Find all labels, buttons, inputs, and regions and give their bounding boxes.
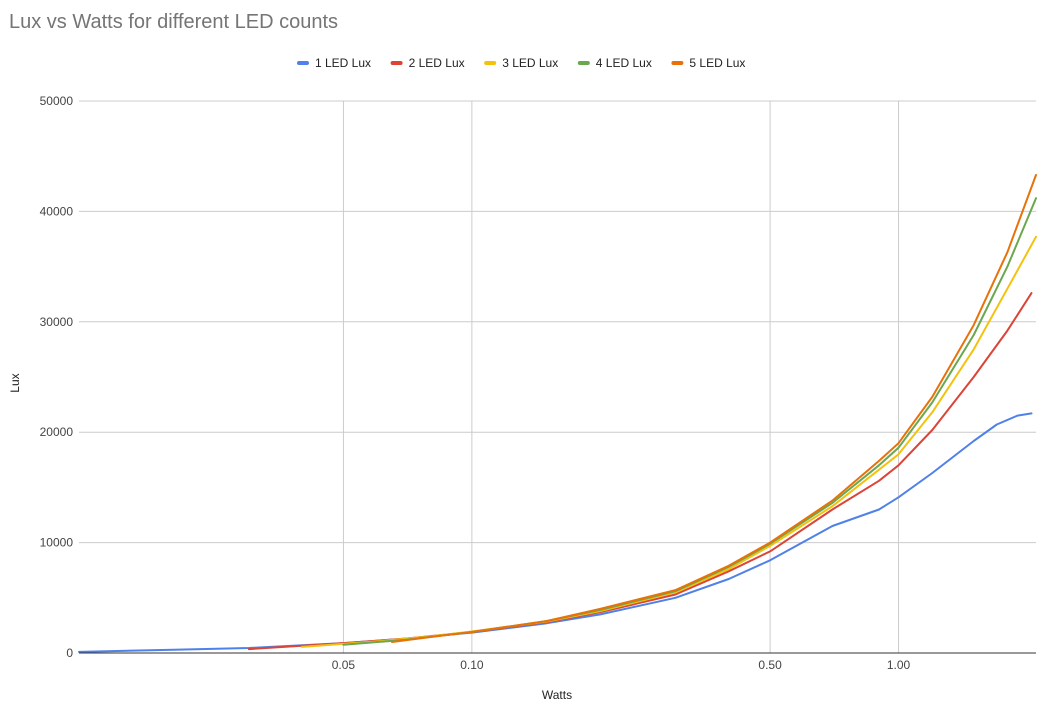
chart-title: Lux vs Watts for different LED counts <box>9 11 338 33</box>
legend-swatch <box>390 61 403 65</box>
y-tick-label: 10000 <box>40 536 74 550</box>
legend-swatch <box>484 61 497 65</box>
legend: 1 LED Lux 2 LED Lux 3 LED Lux 4 LED Lux 5 LE… <box>297 56 745 70</box>
y-tick-label: 40000 <box>40 204 74 218</box>
series-line-5-led <box>391 174 1037 643</box>
y-tick-label: 20000 <box>40 425 74 439</box>
y-tick-label: 50000 <box>40 94 74 108</box>
series-line-3-led <box>301 235 1037 648</box>
legend-label: 3 LED Lux <box>502 56 558 70</box>
legend-label: 1 LED Lux <box>315 56 371 70</box>
series-line-4-led <box>342 197 1037 646</box>
gridlines <box>79 100 1036 653</box>
x-tick-label: 0.50 <box>758 658 782 672</box>
legend-label: 5 LED Lux <box>689 56 745 70</box>
series-line-2-led <box>247 292 1033 651</box>
x-axis-ticks: 0.05 0.10 0.50 1.00 <box>332 658 911 672</box>
y-tick-label: 0 <box>66 646 73 660</box>
legend-swatch <box>671 61 684 65</box>
series-line-1-led <box>78 412 1033 653</box>
x-axis-title: Watts <box>542 688 572 702</box>
y-axis-ticks: 0 10000 20000 30000 40000 50000 <box>40 94 74 660</box>
x-tick-label: 0.10 <box>460 658 484 672</box>
legend-label: 4 LED Lux <box>596 56 652 70</box>
y-tick-label: 30000 <box>40 315 74 329</box>
y-axis-title: Lux <box>8 373 22 392</box>
legend-swatch <box>577 61 590 65</box>
x-tick-label: 0.05 <box>332 658 356 672</box>
legend-label: 2 LED Lux <box>409 56 465 70</box>
x-tick-label: 1.00 <box>887 658 911 672</box>
legend-swatch <box>297 61 309 65</box>
series-lines <box>78 174 1037 653</box>
